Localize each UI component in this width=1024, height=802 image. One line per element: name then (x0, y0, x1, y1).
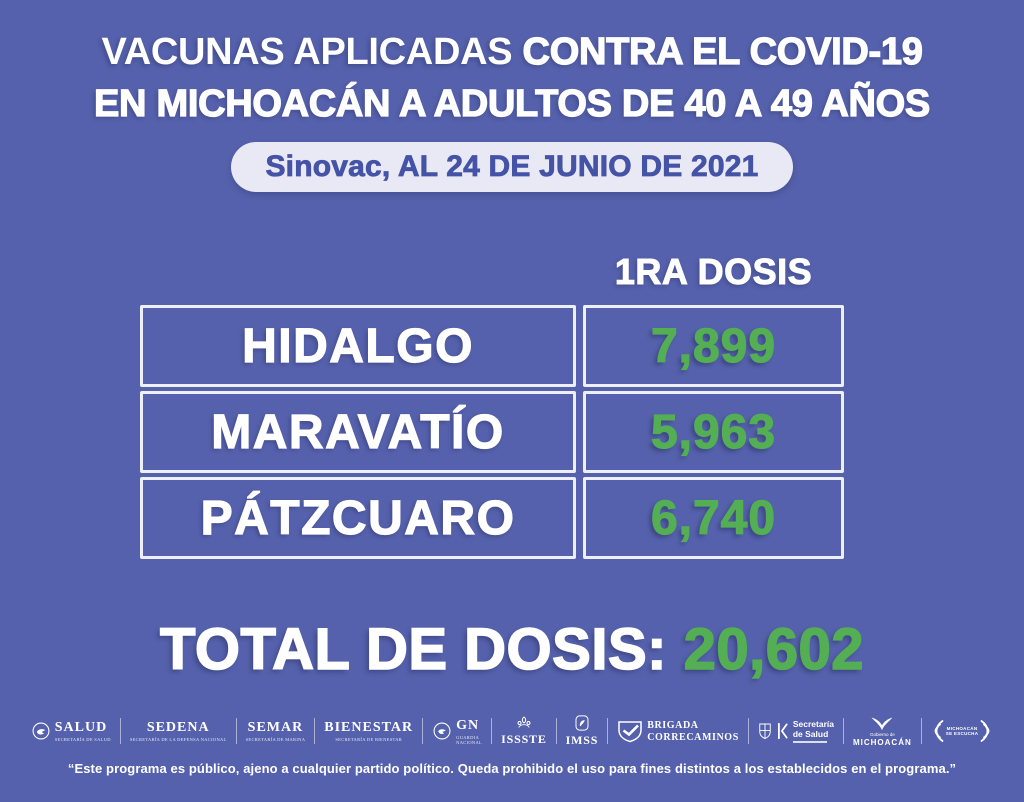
guardia-nacional-eagle-icon (432, 721, 452, 741)
logo-semar: SEMAR SECRETARÍA DE MARINA (246, 720, 306, 742)
se-escucha-line2: SE ESCUCHA (945, 731, 979, 736)
institution-logo-strip: SALUD SECRETARÍA DE SALUD SEDENA SECRETA… (0, 714, 1024, 748)
legal-disclaimer: “Este programa es público, ajeno a cualq… (67, 761, 957, 776)
title-part-normal: VACUNAS APLICADAS (101, 31, 513, 73)
dose-value: 7,899 (583, 305, 844, 387)
divider (314, 718, 316, 744)
sedena-wordmark: SEDENA (146, 720, 210, 735)
brigada-line1: BRIGADA (647, 719, 699, 731)
imss-eagle-icon (573, 714, 591, 732)
municipality-name: MARAVATÍO (140, 391, 576, 473)
logo-gobierno-michoacan: Gobierno de MICHOACÁN (853, 716, 912, 747)
eagle-seal-icon (31, 721, 51, 741)
logo-issste: ISSSTE (501, 715, 547, 747)
bienestar-subtext: SECRETARÍA DE BIENESTAR (335, 737, 403, 742)
column-header-1ra-dosis: 1RA DOSIS (614, 251, 813, 293)
total-value: 20,602 (683, 616, 865, 683)
date-pill: Sinovac, AL 24 DE JUNIO DE 2021 (231, 142, 793, 192)
municipality-name: HIDALGO (140, 305, 576, 387)
divider (555, 718, 557, 744)
issste-emblem-icon (515, 715, 533, 731)
sec-salud-line1: Secretaría (792, 718, 834, 729)
logo-imss: IMSS (566, 714, 599, 748)
semar-subtext: SECRETARÍA DE MARINA (245, 737, 306, 742)
divider (235, 718, 237, 744)
logo-brigada-correcaminos: BRIGADA CORRECAMINOS (617, 719, 739, 743)
divider (842, 718, 844, 744)
table-row: MARAVATÍO 5,963 (140, 391, 844, 473)
divider (491, 718, 493, 744)
k-brand-icon (776, 722, 789, 740)
subtitle-rule (792, 741, 827, 743)
divider (119, 718, 121, 744)
total-doses: TOTAL DE DOSIS: 20,602 (0, 616, 1024, 683)
michoacan-coat-icon (758, 722, 772, 740)
radio-waves-right-icon (980, 719, 993, 743)
title-line-1: VACUNAS APLICADAS CONTRA EL COVID-19 (0, 26, 1024, 78)
logo-bienestar: BIENESTAR SECRETARÍA DE BIENESTAR (324, 720, 413, 742)
title-line-2: EN MICHOACÁN A ADULTOS DE 40 A 49 AÑOS (93, 82, 931, 125)
semar-wordmark: SEMAR (247, 720, 304, 735)
doses-table: HIDALGO 7,899 MARAVATÍO 5,963 PÁTZCUARO … (140, 305, 844, 563)
michoacan-label: MICHOACÁN (852, 737, 912, 747)
gobierno-de-label: Gobierno de (869, 731, 895, 737)
monarch-butterfly-icon (870, 716, 894, 731)
total-label: TOTAL DE DOSIS: (159, 616, 667, 683)
gn-subtext: GUARDIA NACIONAL (456, 734, 483, 745)
logo-sedena: SEDENA SECRETARÍA DE LA DEFENSA NACIONAL (130, 720, 227, 742)
divider (422, 718, 424, 744)
header: VACUNAS APLICADAS CONTRA EL COVID-19 EN … (0, 26, 1024, 192)
divider (920, 718, 922, 744)
divider (747, 718, 749, 744)
brigada-line2: CORRECAMINOS (647, 731, 739, 743)
se-escucha-line1: MICHOACÁN (946, 725, 978, 731)
radio-waves-left-icon (931, 719, 944, 743)
logo-guardia-nacional: GN GUARDIA NACIONAL (432, 718, 482, 745)
dose-value: 6,740 (583, 477, 844, 559)
logo-secretaria-salud-michoacan: Secretaría de Salud (758, 718, 834, 743)
brigada-shield-icon (617, 719, 643, 743)
title-part-bold: CONTRA EL COVID-19 (522, 30, 924, 73)
sedena-subtext: SECRETARÍA DE LA DEFENSA NACIONAL (129, 737, 227, 742)
issste-wordmark: ISSSTE (501, 732, 547, 746)
dose-value: 5,963 (583, 391, 844, 473)
table-row: HIDALGO 7,899 (140, 305, 844, 387)
imss-wordmark: IMSS (565, 733, 599, 747)
sec-salud-line2: de Salud (792, 728, 829, 739)
salud-wordmark: SALUD (54, 720, 108, 735)
divider (607, 718, 609, 744)
table-row: PÁTZCUARO 6,740 (140, 477, 844, 559)
salud-subtext: SECRETARÍA DE SALUD (54, 737, 111, 742)
bienestar-wordmark: BIENESTAR (324, 720, 414, 735)
logo-michoacan-se-escucha: MICHOACÁN SE ESCUCHA (931, 719, 994, 743)
gn-wordmark: GN (456, 717, 480, 733)
municipality-name: PÁTZCUARO (140, 477, 576, 559)
logo-salud: SALUD SECRETARÍA DE SALUD (31, 720, 111, 742)
